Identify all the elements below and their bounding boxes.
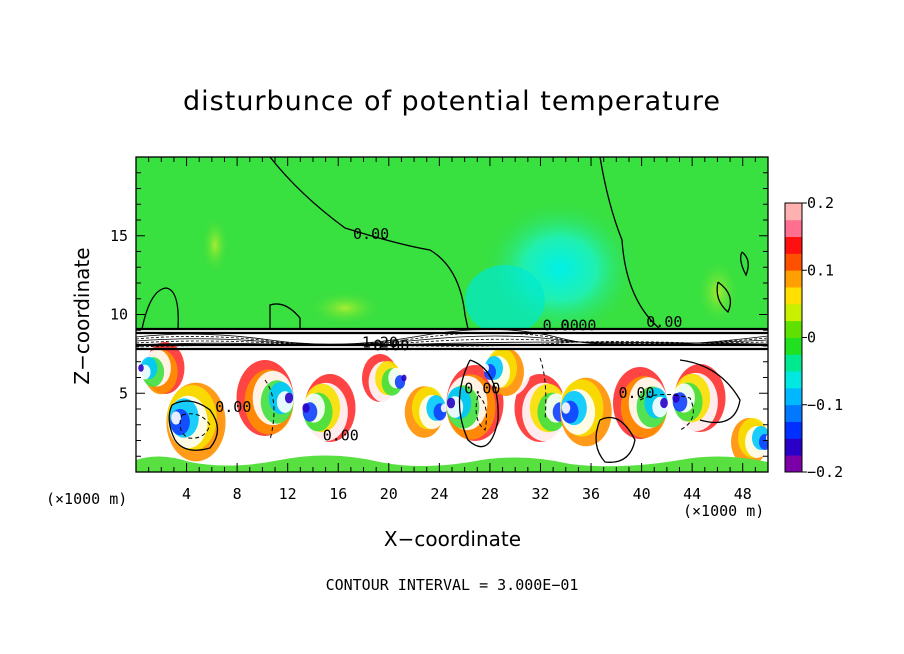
interface-contour-2 (135, 335, 769, 345)
x-unit-right: (×1000 m) (683, 502, 765, 520)
colorbar-label-4: −0.2 (807, 463, 843, 481)
colorbar-swatch-7 (785, 337, 802, 355)
inversion-contours (136, 327, 768, 351)
colorbar-label-3: −0.1 (807, 396, 843, 414)
eddy-band-1-6 (284, 392, 294, 404)
eddy-band-12-6 (483, 364, 489, 372)
interface-contour-3 (135, 338, 769, 346)
eddy-band-8-6 (672, 393, 680, 403)
contour-loop-east (740, 251, 749, 277)
colorbar-label-2: 0 (807, 329, 816, 347)
contour-label-7: 0.00 (215, 398, 251, 416)
colorbar-swatch-5 (785, 371, 802, 389)
colorbar-swatch-6 (785, 354, 802, 372)
colorbar-label-1: 0.1 (807, 261, 834, 279)
x-tick-label-12: 12 (279, 485, 297, 503)
colorbar-swatch-13 (785, 236, 802, 254)
upper-layer-field (136, 157, 768, 329)
surface-strip (136, 455, 768, 472)
colorbar-swatch-10 (785, 287, 802, 305)
contour-loop-east2 (716, 281, 732, 314)
eddy-band-6-6 (561, 402, 571, 414)
contour-label-2: 0.00 (373, 337, 409, 355)
eddy-contour-1 (168, 400, 219, 451)
x-tick-label-16: 16 (329, 485, 347, 503)
contour-label-4: 0.00 (560, 316, 596, 334)
colorbar-swatch-14 (785, 219, 802, 238)
colorbar-swatch-8 (785, 320, 802, 338)
eddy-band-2-6 (302, 403, 310, 413)
contour-label-9: 0.00 (618, 384, 654, 402)
zero-contour-west (269, 156, 469, 330)
x-tick-label-48: 48 (734, 485, 752, 503)
contour-label-1: 1.20 (362, 334, 398, 352)
x-tick-label-44: 44 (683, 485, 701, 503)
contour-label-5: 0.00 (646, 313, 682, 331)
contour-interval-note: CONTOUR INTERVAL = 3.000E−01 (325, 576, 579, 594)
x-tick-label-8: 8 (233, 485, 242, 503)
colorbar-swatch-12 (785, 253, 802, 271)
neg-contour-3 (475, 394, 487, 431)
interface-contour-1 (135, 332, 769, 346)
colorbar: 0.2 0.1 0 −0.1 −0.2 (784, 194, 843, 481)
x-tick-label-28: 28 (481, 485, 499, 503)
neg-contour-1 (179, 413, 211, 439)
neg-contour-5 (539, 357, 547, 421)
x-axis-ticks: 4 8 12 16 20 24 28 32 36 40 44 48 (148, 157, 756, 503)
y-tick-label-5: 5 (119, 384, 128, 402)
colorbar-swatch-4 (785, 387, 802, 406)
interface-contour-0 (135, 329, 769, 346)
eddy-band-3-6 (440, 403, 448, 413)
eddy-band-0-6 (171, 411, 181, 425)
colorbar-swatch-11 (785, 270, 802, 288)
contour-loop-mid (269, 303, 301, 330)
contour-lines (135, 156, 769, 463)
x-tick-label-20: 20 (380, 485, 398, 503)
colorbar-swatch-15 (785, 203, 802, 221)
contour-label-6: 0.00 (464, 379, 500, 397)
eddy-band-4-6 (446, 397, 456, 409)
contour-loop-west (141, 287, 179, 330)
y-axis-ticks: 5 10 15 (110, 172, 768, 457)
colorbar-swatch-0 (785, 455, 802, 473)
x-unit-left: (×1000 m) (46, 490, 128, 508)
contour-label-3: 0.00 (543, 316, 579, 334)
cool-anomaly-core (465, 265, 545, 335)
eddy-band-7-6 (660, 397, 668, 409)
eddy-contour-3 (595, 416, 636, 463)
eddy-contour-4 (679, 359, 741, 424)
x-tick-label-36: 36 (582, 485, 600, 503)
chart-title: disturbunce of potential temperature (183, 86, 721, 117)
contour-label-0: 0.00 (353, 225, 389, 243)
colorbar-label-0: 0.2 (807, 194, 834, 212)
contour-label-8: 0.00 (323, 427, 359, 445)
warm-anomaly-west (201, 215, 229, 275)
x-tick-label-4: 4 (182, 485, 191, 503)
x-tick-label-32: 32 (531, 485, 549, 503)
x-tick-label-40: 40 (633, 485, 651, 503)
contour-label-layer: 0.001.200.000.000.00 0.000.000.000.000.00 (215, 225, 682, 445)
interface-contour-5 (135, 341, 769, 348)
x-axis-label: X−coordinate (383, 527, 522, 551)
negative-contours (179, 357, 694, 441)
zero-contour-east (599, 156, 661, 330)
colorbar-swatch-3 (785, 404, 802, 422)
warm-anomaly-mid (307, 290, 383, 326)
warm-anomaly-east (696, 258, 740, 326)
colorbar-swatch-1 (785, 438, 802, 456)
y-tick-label-10: 10 (110, 306, 128, 324)
y-tick-label-15: 15 (110, 227, 128, 245)
eddy-band-11-6 (401, 374, 407, 382)
colorbar-swatch-9 (785, 303, 802, 322)
interface-contour-4 (135, 341, 769, 346)
eddy-band-9-5 (759, 434, 768, 450)
y-axis-label: Z−coordinate (70, 247, 94, 385)
neg-contour-4 (639, 394, 694, 431)
x-tick-label-24: 24 (430, 485, 448, 503)
colorbar-swatch-2 (785, 421, 802, 439)
eddy-band-10-6 (138, 364, 144, 372)
eddy-contour-2 (458, 359, 499, 448)
